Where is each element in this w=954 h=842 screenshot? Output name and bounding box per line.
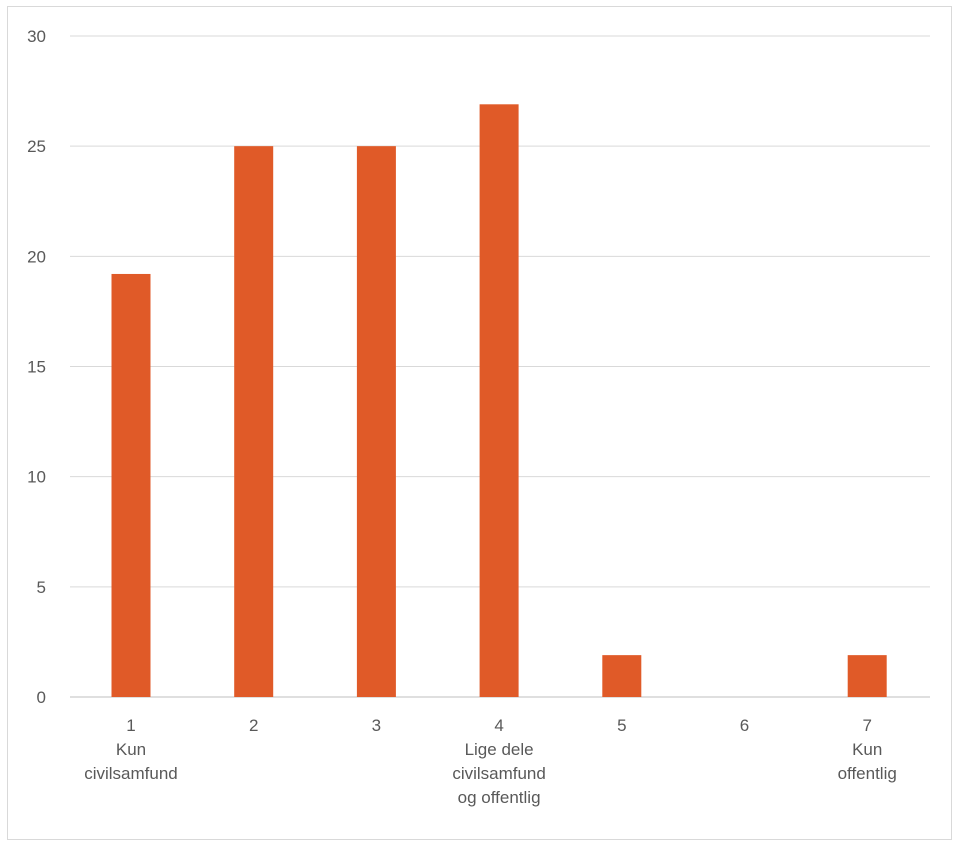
bar [356, 146, 396, 697]
chart-frame [7, 6, 952, 840]
bar [602, 655, 642, 697]
x-tick-label-line: civilsamfund [452, 764, 546, 783]
x-tick-label-line: 6 [740, 716, 749, 735]
y-tick-label: 10 [27, 468, 46, 487]
y-tick-label: 15 [27, 358, 46, 377]
x-tick-label-line: 4 [494, 716, 503, 735]
y-tick-label: 25 [27, 137, 46, 156]
x-tick-label-line: Kun [852, 740, 882, 759]
x-tick-label-line: Lige dele [465, 740, 534, 759]
x-tick-label: 5 [617, 716, 626, 735]
x-tick-label-line: civilsamfund [84, 764, 178, 783]
x-tick-label: 7 Kun offentlig [838, 716, 897, 783]
y-tick-label: 20 [27, 247, 46, 266]
y-tick-label: 5 [37, 578, 46, 597]
x-tick-label-line: 5 [617, 716, 626, 735]
x-tick-label-line: 1 [126, 716, 135, 735]
x-tick-label: 4 Lige dele civilsamfund og offentlig [452, 716, 546, 807]
y-tick-label: 30 [27, 27, 46, 46]
x-tick-label-line: 3 [372, 716, 381, 735]
x-tick-label-line: 2 [249, 716, 258, 735]
x-tick-label: 6 [740, 716, 749, 735]
x-tick-label: 3 [372, 716, 381, 735]
x-tick-label-line: Kun [116, 740, 146, 759]
x-tick-label-line: offentlig [838, 764, 897, 783]
y-tick-label: 0 [37, 688, 46, 707]
x-tick-label: 1 Kun civilsamfund [84, 716, 178, 783]
x-tick-label: 2 [249, 716, 258, 735]
x-tick-label-line: 7 [862, 716, 871, 735]
bar [234, 146, 274, 697]
bar [479, 104, 519, 697]
x-tick-label-line: og offentlig [458, 788, 541, 807]
bar [847, 655, 887, 697]
bar [111, 273, 151, 697]
